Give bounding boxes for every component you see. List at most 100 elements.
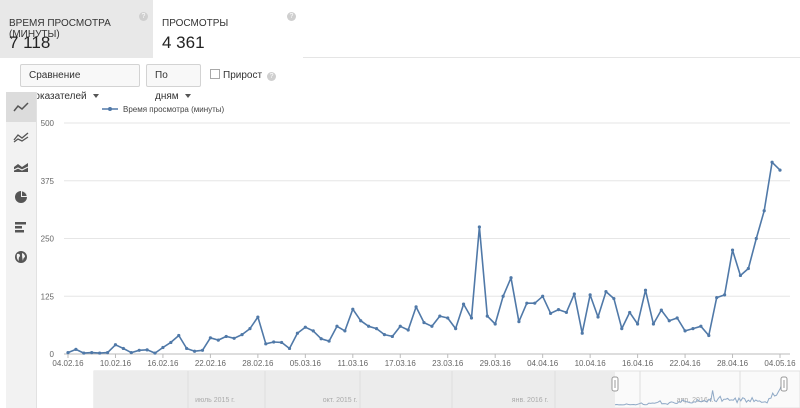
data-point xyxy=(454,326,458,331)
data-point xyxy=(280,340,284,345)
data-point xyxy=(90,351,94,355)
data-point xyxy=(651,322,656,326)
data-point xyxy=(588,293,592,297)
pie-chart-button[interactable] xyxy=(6,182,36,212)
data-point xyxy=(620,326,624,331)
data-point xyxy=(343,329,347,333)
data-point xyxy=(556,308,561,312)
chart-type-sidebar xyxy=(6,92,37,408)
help-icon[interactable]: ? xyxy=(287,12,296,21)
data-point xyxy=(192,349,197,353)
data-point xyxy=(287,346,292,351)
x-tick-label: 04.05.16 xyxy=(764,359,796,368)
navigator-unselected xyxy=(94,371,615,408)
data-point xyxy=(730,248,735,252)
data-point xyxy=(446,316,450,320)
data-point xyxy=(390,334,394,339)
data-point xyxy=(572,292,576,296)
x-tick-label: 04.04.16 xyxy=(527,359,559,368)
data-point xyxy=(303,325,307,329)
y-tick-label: 250 xyxy=(41,235,55,244)
data-point xyxy=(580,331,584,335)
line-chart-icon xyxy=(13,102,29,112)
growth-checkbox[interactable] xyxy=(210,69,220,79)
chevron-down-icon xyxy=(184,94,191,99)
help-icon[interactable]: ? xyxy=(139,12,148,21)
data-point xyxy=(438,314,442,318)
data-point xyxy=(105,351,110,355)
data-point xyxy=(319,337,323,341)
data-point xyxy=(762,209,766,213)
area-chart-button[interactable] xyxy=(6,152,36,182)
data-point xyxy=(248,326,252,331)
map-chart-button[interactable] xyxy=(6,242,36,272)
data-point xyxy=(185,346,189,351)
compare-metrics-dropdown[interactable]: Сравнение показателей xyxy=(20,64,140,102)
data-point xyxy=(145,348,149,352)
data-point xyxy=(177,333,181,338)
data-point xyxy=(612,296,616,301)
data-point xyxy=(723,293,727,297)
data-point xyxy=(161,345,165,350)
data-point xyxy=(643,288,648,292)
data-point xyxy=(778,168,782,172)
navigator-series xyxy=(614,382,785,406)
y-tick-label: 375 xyxy=(41,177,55,186)
bar-chart-button[interactable] xyxy=(6,212,36,242)
data-point xyxy=(675,316,679,320)
data-point xyxy=(398,324,402,328)
data-point xyxy=(738,273,743,278)
pie-chart-icon xyxy=(15,191,27,203)
data-point xyxy=(232,336,236,340)
metrics-bar: Время просмотра (минуты) 7 118 ? Просмот… xyxy=(0,0,800,58)
data-point xyxy=(628,310,632,315)
y-tick-label: 125 xyxy=(41,292,55,301)
granularity-dropdown[interactable]: По дням xyxy=(146,64,201,102)
growth-label: Прирост xyxy=(223,70,263,81)
data-point xyxy=(493,322,497,326)
legend: Время просмотра (минуты) xyxy=(102,105,225,114)
data-point xyxy=(295,331,300,335)
data-point xyxy=(699,324,703,328)
multi-line-chart-button[interactable] xyxy=(6,122,36,152)
legend-marker xyxy=(108,107,112,111)
y-tick-label: 0 xyxy=(50,350,55,359)
data-point xyxy=(770,160,774,164)
globe-icon xyxy=(15,251,27,263)
data-point xyxy=(715,296,719,300)
data-point xyxy=(224,334,228,339)
data-point xyxy=(667,319,671,323)
range-navigator: июль 2015 г. окт. 2015 г. янв. 2016 г. апр.… xyxy=(93,370,800,408)
data-point xyxy=(311,329,315,333)
data-point xyxy=(264,342,268,346)
x-tick-label: 16.04.16 xyxy=(622,359,654,368)
growth-toggle[interactable]: Прирост? xyxy=(210,69,277,81)
data-point xyxy=(216,338,220,342)
series-line xyxy=(67,161,781,354)
data-point xyxy=(422,320,426,325)
help-icon[interactable]: ? xyxy=(267,72,277,81)
bar-chart-icon xyxy=(15,222,26,233)
data-point xyxy=(359,319,363,323)
data-point xyxy=(683,329,687,333)
data-point xyxy=(548,311,553,315)
x-tick-label: 05.03.16 xyxy=(290,359,322,368)
data-point xyxy=(596,315,600,319)
chart-controls: Сравнение показателей По дням Прирост? xyxy=(0,58,800,102)
data-point xyxy=(256,315,260,319)
granularity-label: По дням xyxy=(155,70,179,102)
navigator-label: окт. 2015 г. xyxy=(323,397,358,404)
data-point xyxy=(335,324,339,328)
data-point xyxy=(707,333,711,338)
data-point xyxy=(272,340,276,344)
metric-tab-views[interactable]: Просмотры 4 361 ? xyxy=(153,0,303,58)
line-chart-button[interactable] xyxy=(6,92,36,122)
data-point xyxy=(414,305,418,309)
data-point xyxy=(461,302,466,306)
metric-tab-watch-time[interactable]: Время просмотра (минуты) 7 118 ? xyxy=(0,0,153,58)
data-point xyxy=(121,346,125,351)
area-chart-icon xyxy=(13,163,29,172)
chart-area: 0 125 250 375 500 04.02.16 10.02.16 16.02.16 22… xyxy=(40,92,800,408)
data-point xyxy=(382,332,387,337)
x-tick-label: 22.02.16 xyxy=(195,359,227,368)
